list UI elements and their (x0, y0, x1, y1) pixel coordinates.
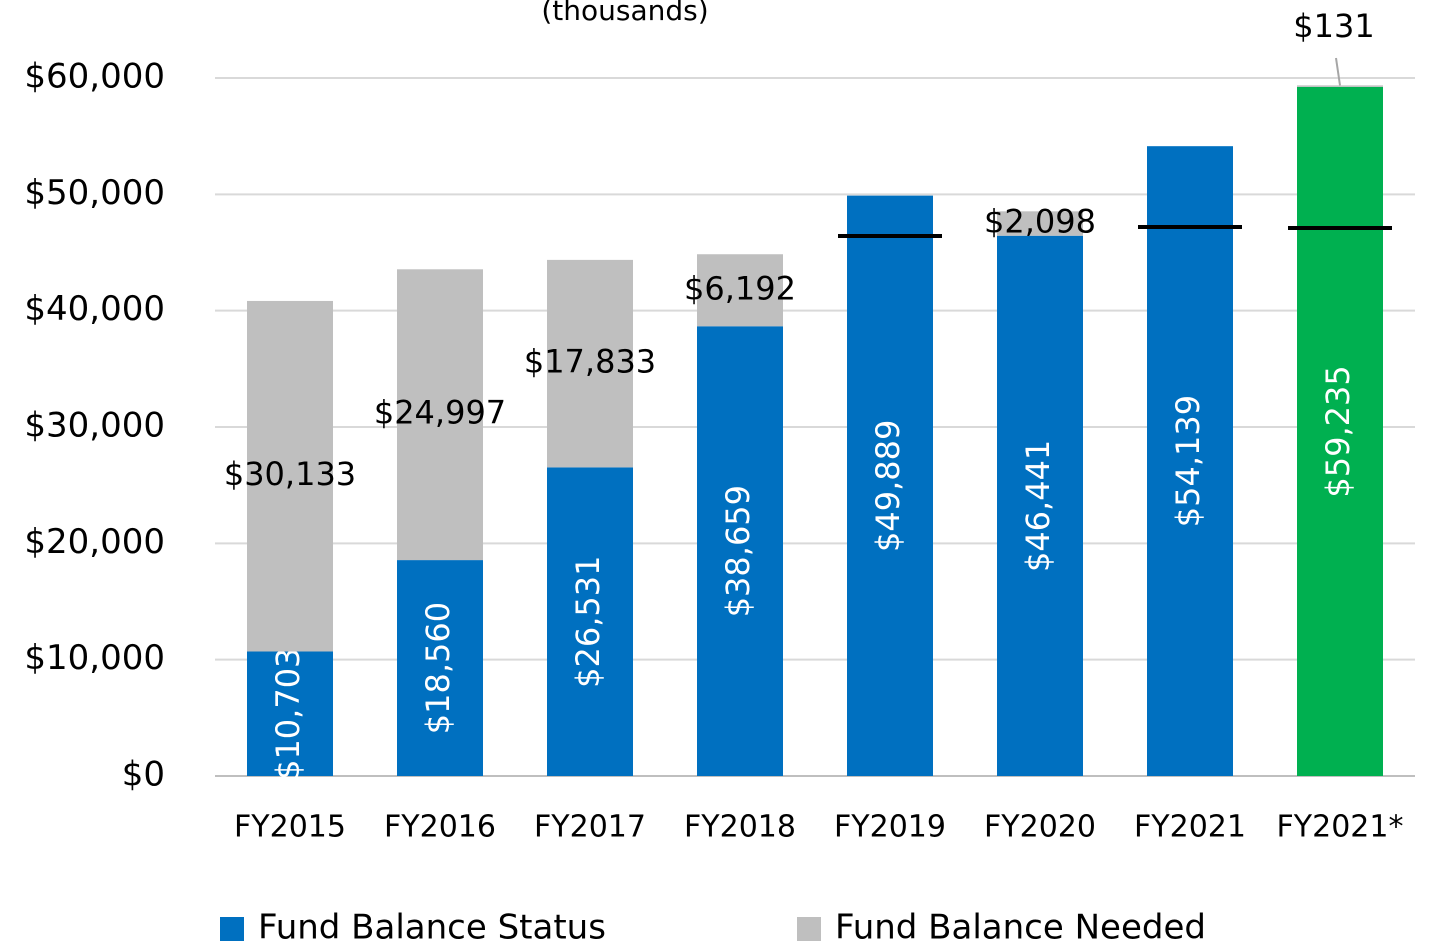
value-label: $54,139 (1169, 395, 1207, 527)
value-label: $131 (1293, 7, 1374, 45)
bar-segment (547, 259, 633, 468)
value-label: $18,560 (419, 602, 457, 734)
x-tick-label: FY2021* (1277, 810, 1404, 845)
bar-segment (1297, 85, 1383, 87)
value-label: $26,531 (569, 556, 607, 688)
bar-segment (1297, 86, 1383, 777)
y-tick-label: $50,000 (24, 173, 165, 213)
bar-segment (697, 254, 783, 327)
y-tick-label: $0 (122, 755, 165, 795)
x-tick-label: FY2020 (984, 810, 1096, 845)
y-tick-label: $60,000 (24, 57, 165, 97)
value-label: $30,133 (224, 455, 356, 493)
chart-subtitle: (thousands) (541, 0, 708, 27)
value-label: $6,192 (684, 269, 796, 307)
bar-segment (997, 235, 1083, 776)
value-label: $2,098 (984, 203, 1096, 241)
value-label: $38,659 (719, 485, 757, 617)
y-tick-label: $20,000 (24, 522, 165, 562)
x-tick-label: FY2019 (834, 810, 946, 845)
bar-segment (997, 211, 1083, 236)
legend-swatch (220, 917, 244, 941)
value-label: $10,703 (269, 648, 307, 780)
legend-label: Fund Balance Needed (835, 908, 1206, 948)
bar-segment (697, 326, 783, 776)
bar-segment (847, 195, 933, 776)
y-tick-label: $10,000 (24, 638, 165, 678)
x-tick-label: FY2015 (234, 810, 346, 845)
x-tick-label: FY2016 (384, 810, 496, 845)
bar-segment (247, 651, 333, 776)
legend-swatch (797, 917, 821, 941)
bar-segment (247, 300, 333, 652)
x-tick-label: FY2018 (684, 810, 796, 845)
value-label: $49,889 (869, 420, 907, 552)
value-label: $17,833 (524, 343, 656, 381)
bar-segment (1147, 146, 1233, 776)
bar-segment (397, 560, 483, 776)
bar-segment (547, 467, 633, 776)
legend-label: Fund Balance Status (258, 908, 606, 948)
value-label: $24,997 (374, 394, 506, 432)
value-label: $59,235 (1319, 365, 1357, 497)
bar-segment (397, 269, 483, 561)
y-tick-label: $30,000 (24, 406, 165, 446)
x-tick-label: FY2021 (1134, 810, 1246, 845)
value-label: $46,441 (1019, 440, 1057, 572)
y-tick-label: $40,000 (24, 289, 165, 329)
leader-line (1335, 57, 1341, 86)
x-tick-label: FY2017 (534, 810, 646, 845)
